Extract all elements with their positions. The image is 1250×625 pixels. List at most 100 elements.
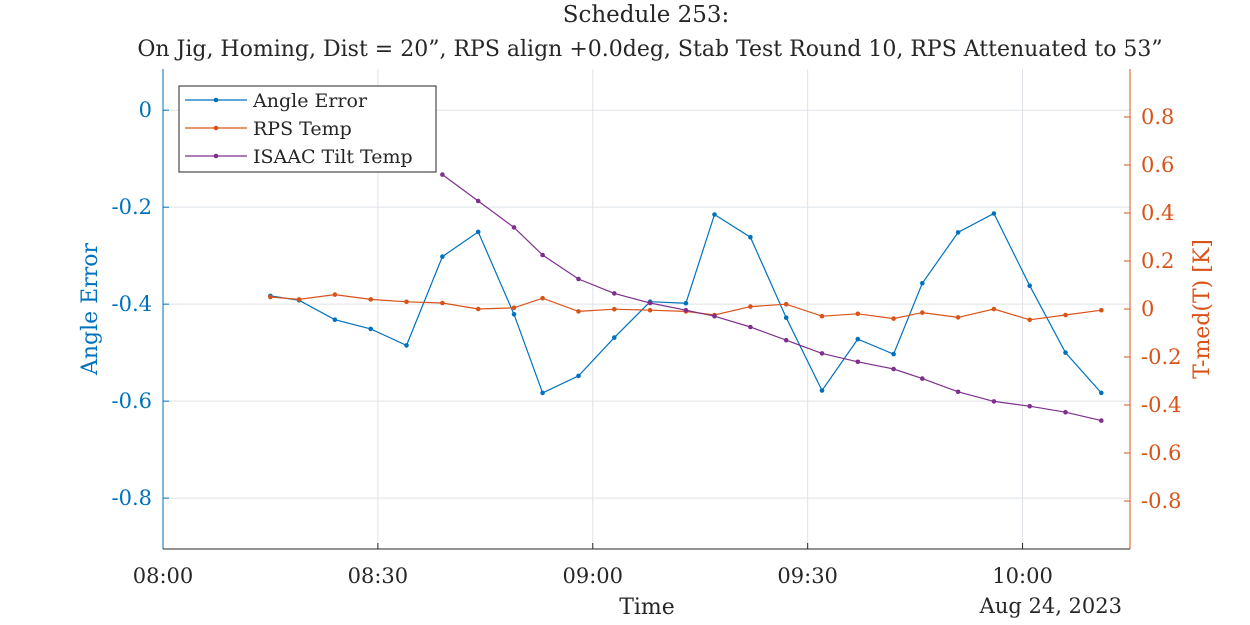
- legend-label: Angle Error: [252, 90, 368, 112]
- left-y-tick-label: 0: [139, 98, 152, 122]
- data-point: [1099, 307, 1104, 313]
- legend-label: ISAAC Tilt Temp: [253, 146, 413, 168]
- data-point: [783, 315, 789, 321]
- right-y-tick-label: 0.4: [1141, 201, 1174, 225]
- data-point: [404, 299, 409, 305]
- data-point: [819, 388, 825, 393]
- series-isaac-tilt-temp: [440, 172, 1104, 423]
- data-point: [712, 212, 717, 217]
- data-point: [712, 313, 717, 319]
- x-tick-label: 08:30: [348, 564, 409, 588]
- data-point: [612, 335, 617, 340]
- data-point: [783, 337, 789, 343]
- data-point: [576, 373, 581, 379]
- right-y-axis-label: T-med(T) [K]: [1190, 239, 1215, 379]
- left-y-tick-label: -0.2: [112, 195, 153, 219]
- right-y-tick-label: 0.8: [1141, 105, 1174, 129]
- data-point: [1063, 409, 1068, 415]
- grid-lines: [162, 69, 1130, 549]
- left-y-tick-label: -0.8: [112, 486, 153, 510]
- x-axis-label: Time: [619, 595, 675, 620]
- legend-swatch-marker: [213, 153, 219, 159]
- data-point: [268, 294, 273, 300]
- left-y-tick-label: -0.6: [112, 389, 153, 413]
- data-point: [1099, 390, 1104, 396]
- data-point: [475, 198, 481, 204]
- right-y-tick-label: -0.2: [1141, 345, 1182, 369]
- data-point: [540, 390, 545, 396]
- data-point: [511, 305, 517, 311]
- right-y-tick-label: -0.6: [1141, 441, 1182, 465]
- data-point: [991, 306, 997, 312]
- x-tick-label: 09:00: [563, 564, 624, 588]
- legend: Angle Error RPS Temp ISAAC Tilt Temp: [178, 85, 437, 173]
- data-point: [332, 317, 338, 323]
- data-point: [783, 301, 789, 307]
- data-point: [855, 311, 861, 317]
- x-tick-label: 10:00: [992, 564, 1053, 588]
- data-point: [332, 292, 338, 297]
- data-point: [855, 336, 861, 342]
- data-point: [891, 316, 896, 321]
- data-point: [1027, 283, 1032, 289]
- data-point: [368, 297, 374, 302]
- data-point: [540, 252, 545, 258]
- data-point: [296, 297, 302, 302]
- data-point: [683, 307, 689, 313]
- chart-title: Schedule 253:: [563, 2, 730, 28]
- left-y-axis-label: Angle Error: [78, 242, 103, 376]
- data-point: [855, 359, 861, 365]
- legend-swatch-marker: [213, 125, 219, 131]
- data-point: [540, 295, 545, 301]
- data-point: [612, 306, 617, 312]
- data-point: [1027, 317, 1032, 323]
- data-point: [511, 312, 517, 317]
- data-point: [920, 281, 925, 286]
- data-point: [1063, 350, 1068, 355]
- x-tick-label: 09:30: [777, 564, 838, 588]
- data-point: [955, 315, 961, 320]
- left-y-tick-label: -0.4: [112, 292, 153, 316]
- data-point: [891, 366, 896, 372]
- data-point: [475, 229, 481, 235]
- data-point: [748, 234, 753, 240]
- data-point: [1027, 403, 1032, 409]
- chart-subtitle: On Jig, Homing, Dist = 20”, RPS align +0…: [137, 37, 1162, 62]
- legend-swatch-marker: [213, 97, 219, 103]
- right-y-tick-label: 0: [1141, 297, 1154, 321]
- data-point: [955, 389, 961, 395]
- data-point: [647, 307, 653, 313]
- right-y-tick-label: -0.8: [1141, 489, 1182, 513]
- data-point: [475, 306, 481, 312]
- x-tick-label: 08:00: [133, 564, 194, 588]
- data-point: [440, 172, 445, 177]
- data-point: [683, 300, 689, 306]
- data-point: [991, 211, 997, 216]
- data-point: [920, 310, 925, 315]
- data-point: [748, 304, 753, 309]
- right-y-tick-label: 0.2: [1141, 249, 1174, 273]
- data-point: [576, 276, 581, 282]
- data-point: [612, 291, 617, 296]
- axes-layer: 08:00 08:30 09:00 09:30 10:00 0 -0.2 -0.4 -0.6 -0…: [112, 69, 1182, 588]
- data-point: [576, 309, 581, 314]
- data-point: [891, 351, 896, 357]
- legend-label: RPS Temp: [253, 118, 352, 140]
- data-point: [440, 254, 445, 259]
- data-point: [1099, 418, 1104, 423]
- series-angle-error: [268, 211, 1104, 396]
- data-point: [404, 343, 409, 348]
- data-point: [440, 300, 445, 306]
- data-point: [920, 376, 925, 381]
- right-y-tick-label: 0.6: [1141, 153, 1174, 177]
- data-point: [368, 326, 374, 332]
- data-point: [1063, 312, 1068, 318]
- series-layer: [268, 172, 1104, 423]
- series-line: [442, 174, 1102, 422]
- data-point: [748, 324, 753, 330]
- right-y-tick-label: -0.4: [1141, 393, 1182, 417]
- data-point: [819, 313, 825, 319]
- data-point: [819, 351, 825, 356]
- data-point: [511, 225, 517, 230]
